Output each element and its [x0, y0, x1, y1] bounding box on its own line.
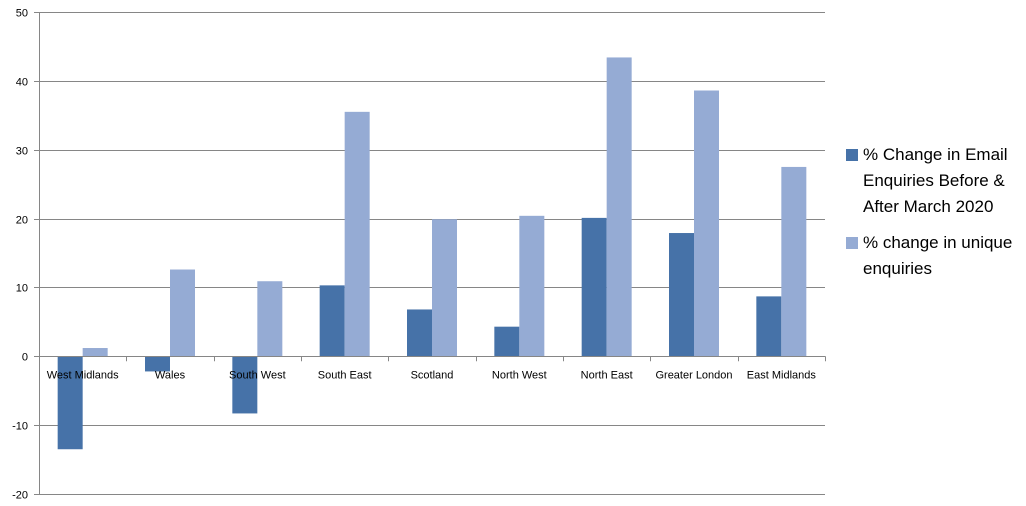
bar-unique-north-east	[606, 57, 632, 357]
legend-item-email: % Change in Email Enquiries Before & Aft…	[846, 142, 1026, 220]
y-tick-labels: -20 -10 0 10 20 30 40 50	[12, 8, 28, 502]
y-tick-label: 30	[16, 146, 28, 158]
bar-email-greater-london	[669, 233, 694, 357]
y-tick-label: 0	[22, 352, 28, 364]
legend-label-unique: % change in unique enquiries	[863, 233, 1013, 278]
bar-unique-east-midlands	[781, 166, 807, 357]
y-tick-label: -20	[12, 490, 28, 502]
bars	[57, 57, 807, 450]
category-label: Scotland	[411, 369, 454, 381]
bar-email-scotland	[407, 309, 432, 357]
bar-email-south-east	[319, 285, 345, 357]
bar-email-west-midlands	[57, 356, 83, 450]
bar-email-south-west	[232, 356, 258, 414]
category-label: West Midlands	[47, 369, 119, 381]
bar-email-wales	[145, 356, 170, 372]
axes	[34, 12, 826, 495]
category-label: Greater London	[655, 369, 732, 381]
bar-unique-south-west	[257, 281, 283, 357]
legend-swatch-unique	[846, 237, 858, 249]
legend: % Change in Email Enquiries Before & Aft…	[846, 142, 1026, 292]
category-label: South West	[229, 369, 286, 381]
category-label: North East	[581, 369, 633, 381]
y-tick-label: 10	[16, 283, 28, 295]
bar-unique-north-west	[519, 215, 545, 357]
category-label: South East	[318, 369, 372, 381]
bar-unique-south-east	[344, 111, 370, 357]
legend-item-unique: % change in unique enquiries	[846, 230, 1026, 282]
bar-unique-west-midlands	[82, 348, 108, 357]
category-label: East Midlands	[747, 369, 817, 381]
y-tick-label: 40	[16, 77, 28, 89]
legend-label-email: % Change in Email Enquiries Before & Aft…	[863, 145, 1008, 216]
bar-unique-wales	[170, 269, 195, 357]
bar-email-north-west	[494, 326, 520, 357]
bar-unique-greater-london	[694, 90, 719, 357]
bar-unique-scotland	[432, 219, 457, 357]
y-tick-label: -10	[12, 421, 28, 433]
bar-email-north-east	[581, 217, 607, 357]
category-label: North West	[492, 369, 547, 381]
category-labels: West Midlands Wales South West South East Sc…	[47, 369, 817, 381]
category-label: Wales	[155, 369, 186, 381]
bar-email-east-midlands	[756, 296, 782, 357]
y-tick-label: 50	[16, 8, 28, 20]
y-tick-label: 20	[16, 215, 28, 227]
legend-swatch-email	[846, 149, 858, 161]
